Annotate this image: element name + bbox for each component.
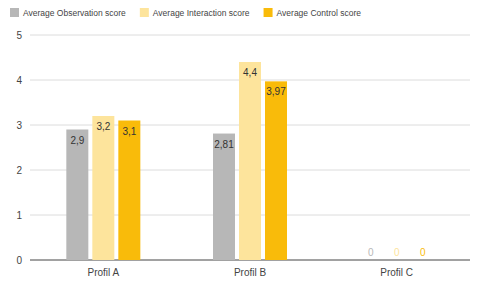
data-label: 0 bbox=[368, 247, 374, 258]
data-label: 3,2 bbox=[96, 121, 110, 132]
data-label: 2,9 bbox=[70, 135, 84, 146]
data-label: 3,97 bbox=[266, 86, 286, 97]
bar bbox=[386, 260, 408, 261]
bars bbox=[66, 62, 287, 260]
legend-swatch bbox=[264, 8, 273, 17]
y-tick-label: 4 bbox=[16, 75, 22, 86]
bar bbox=[360, 260, 382, 261]
data-label: 3,1 bbox=[122, 126, 136, 137]
y-tick-label: 5 bbox=[16, 30, 22, 41]
bar bbox=[66, 130, 88, 261]
data-label: 2,81 bbox=[214, 139, 234, 150]
legend: Average Observation score Average Interac… bbox=[10, 8, 361, 18]
y-tick-label: 2 bbox=[16, 165, 22, 176]
bar bbox=[213, 134, 235, 260]
grid-line bbox=[30, 35, 470, 36]
chart-svg: 0 1 2 3 4 5 2,9 3,2 3,1 2,81 4,4 3,97 0 0 0 Profil A Pro… bbox=[0, 0, 480, 285]
x-tick-label: Profil A bbox=[87, 267, 119, 278]
legend-swatch bbox=[140, 8, 149, 17]
data-label: 4,4 bbox=[243, 67, 257, 78]
grid bbox=[30, 35, 470, 260]
bar bbox=[92, 116, 114, 260]
y-tick-label: 0 bbox=[16, 255, 22, 266]
data-label: 0 bbox=[394, 247, 400, 258]
data-label: 0 bbox=[420, 247, 426, 258]
legend-label: Average Observation score bbox=[23, 8, 126, 18]
legend-label: Average Control score bbox=[277, 8, 362, 18]
bar bbox=[118, 121, 140, 261]
x-tick-label: Profil B bbox=[234, 267, 267, 278]
bar bbox=[412, 260, 434, 261]
x-tick-label: Profil C bbox=[380, 267, 413, 278]
data-labels: 2,9 3,2 3,1 2,81 4,4 3,97 0 0 0 bbox=[70, 67, 426, 258]
y-tick-label: 3 bbox=[16, 120, 22, 131]
bar bbox=[239, 62, 261, 260]
chart-container: 0 1 2 3 4 5 2,9 3,2 3,1 2,81 4,4 3,97 0 0 0 Profil A Pro… bbox=[0, 0, 480, 285]
y-tick-label: 1 bbox=[16, 210, 22, 221]
legend-label: Average Interaction score bbox=[153, 8, 250, 18]
legend-swatch bbox=[10, 8, 19, 17]
bar bbox=[265, 81, 287, 260]
